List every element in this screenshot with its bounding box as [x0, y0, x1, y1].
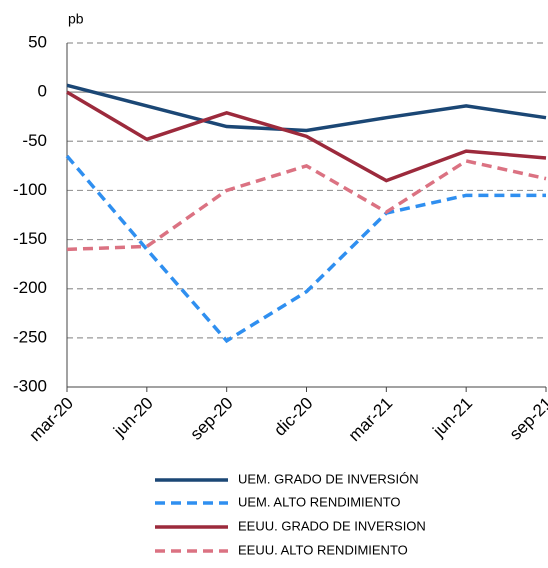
- series-line: [66, 83, 547, 133]
- y-tick-label: -100: [13, 180, 47, 199]
- y-tick-label: 0: [38, 82, 47, 101]
- y-tick-label: -200: [13, 278, 47, 297]
- series-line: [65, 154, 546, 344]
- y-tick-label: -300: [13, 376, 47, 395]
- x-tick-label: dic-20: [270, 394, 316, 440]
- y-tick-label: -150: [13, 229, 47, 248]
- legend-label: UEM. GRADO DE INVERSIÓN: [238, 471, 419, 486]
- y-tick-label: 50: [28, 32, 47, 51]
- y-tick-label: -250: [13, 327, 47, 346]
- y-tick-label: -50: [22, 131, 47, 150]
- legend-label: UEM. ALTO RENDIMIENTO: [238, 494, 401, 509]
- legend-label: EEUU. GRADO DE INVERSION: [238, 518, 426, 533]
- x-tick-label: sep-21: [506, 394, 548, 444]
- x-tick-label: jun-21: [429, 394, 477, 442]
- x-tick-label: sep-20: [186, 394, 236, 444]
- x-tick-label: mar-21: [345, 394, 397, 446]
- x-tick-label: mar-20: [25, 394, 77, 446]
- series-line: [66, 90, 547, 183]
- y-axis-label: pb: [68, 11, 84, 27]
- legend-label: EEUU. ALTO RENDIMIENTO: [238, 542, 408, 557]
- series-line: [66, 159, 547, 252]
- x-tick-label: jun-20: [109, 394, 157, 442]
